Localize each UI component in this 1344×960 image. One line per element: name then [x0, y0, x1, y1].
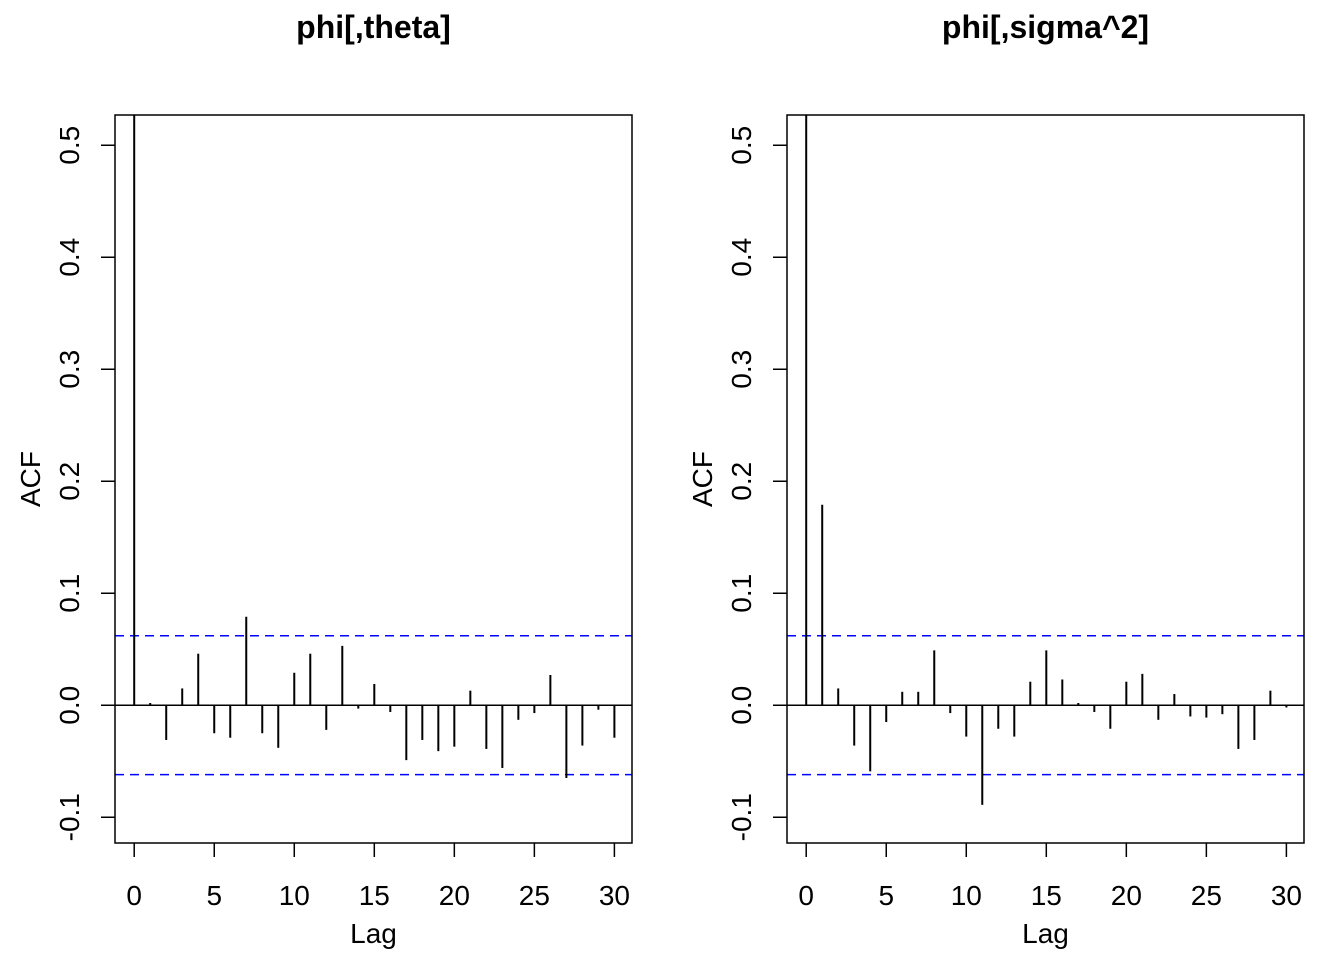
x-tick-label: 10	[279, 880, 310, 911]
x-tick-label: 20	[439, 880, 470, 911]
y-axis-label: ACF	[687, 451, 718, 507]
x-tick-label: 20	[1111, 880, 1142, 911]
x-tick-label: 30	[1271, 880, 1302, 911]
y-tick-label: 0.1	[54, 574, 85, 613]
x-tick-label: 30	[599, 880, 630, 911]
x-tick-label: 10	[951, 880, 982, 911]
x-tick-label: 25	[1191, 880, 1222, 911]
chart-title: phi[,theta]	[296, 9, 451, 45]
x-tick-label: 0	[126, 880, 142, 911]
chart-title: phi[,sigma^2]	[942, 9, 1149, 45]
y-axis-label: ACF	[15, 451, 46, 507]
y-tick-label: -0.1	[54, 793, 85, 841]
y-tick-label: 0.2	[726, 462, 757, 501]
x-axis-label: Lag	[350, 918, 397, 949]
y-tick-label: 0.0	[54, 686, 85, 725]
y-tick-label: 0.0	[726, 686, 757, 725]
y-tick-label: 0.4	[54, 238, 85, 277]
y-tick-label: 0.5	[726, 126, 757, 165]
plot-frame	[786, 114, 1305, 844]
x-tick-label: 15	[1031, 880, 1062, 911]
plot-frame	[114, 114, 633, 844]
x-tick-label: 25	[519, 880, 550, 911]
x-tick-label: 5	[878, 880, 894, 911]
y-tick-label: 0.3	[726, 350, 757, 389]
x-tick-label: 15	[359, 880, 390, 911]
y-tick-label: -0.1	[726, 793, 757, 841]
x-axis-label: Lag	[1022, 918, 1069, 949]
y-tick-label: 0.5	[54, 126, 85, 165]
y-tick-label: 0.2	[54, 462, 85, 501]
plot-area	[115, 115, 632, 779]
x-tick-label: 5	[206, 880, 222, 911]
y-tick-label: 0.1	[726, 574, 757, 613]
y-tick-label: 0.4	[726, 238, 757, 277]
y-tick-label: 0.3	[54, 350, 85, 389]
plot-area	[787, 115, 1304, 805]
x-tick-label: 0	[798, 880, 814, 911]
